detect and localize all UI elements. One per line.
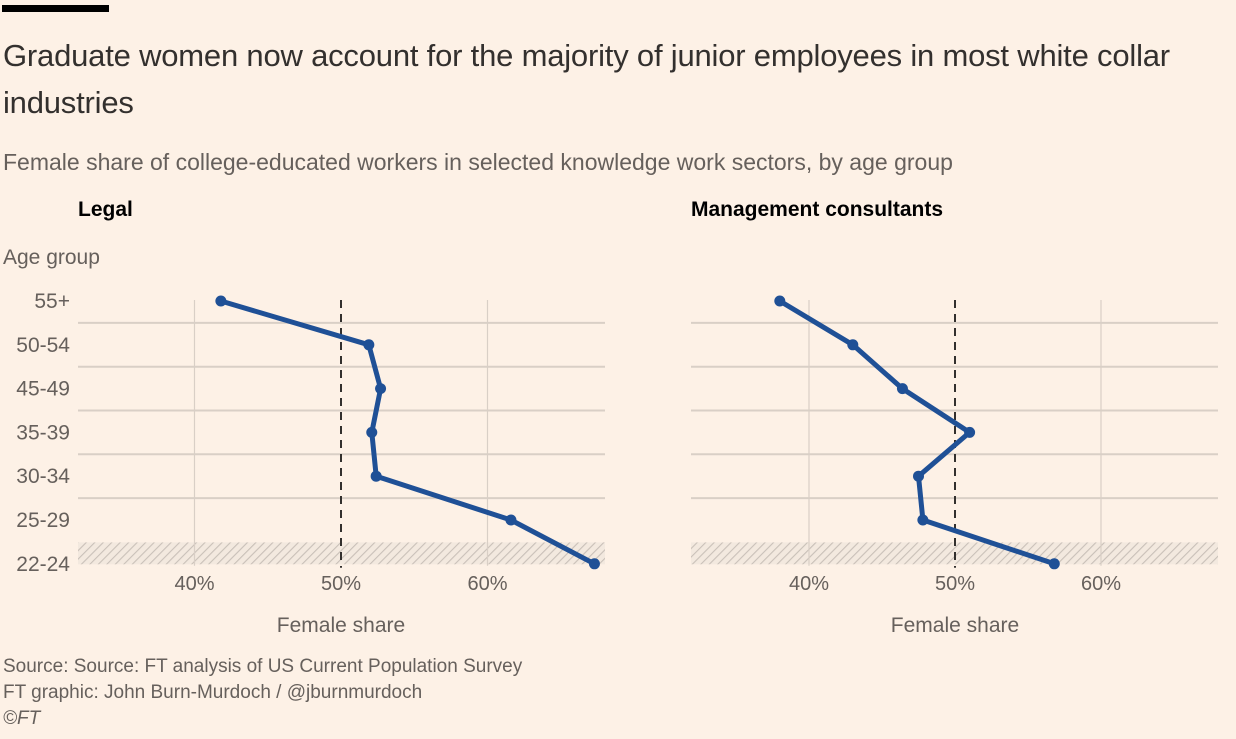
chart-title: Graduate women now account for the major… xyxy=(3,38,1170,120)
y-axis-title: Age group xyxy=(3,246,100,269)
data-point xyxy=(896,383,908,395)
footer: Source: Source: FT analysis of US Curren… xyxy=(3,654,522,732)
data-point xyxy=(964,426,976,438)
category-label: 50-54 xyxy=(16,334,70,357)
series-line xyxy=(777,298,1057,567)
data-point xyxy=(215,295,227,307)
chart-subtitle: Female share of college-educated workers… xyxy=(3,149,953,175)
ft-brand-bar xyxy=(2,5,109,12)
category-label: 25-29 xyxy=(16,509,70,532)
data-point xyxy=(917,514,929,526)
panel-title-legal: Legal xyxy=(78,198,133,221)
category-label: 45-49 xyxy=(16,378,70,401)
x-tick-label: 40% xyxy=(789,573,829,595)
data-point xyxy=(366,426,378,438)
category-label: 30-34 xyxy=(16,465,70,488)
data-point xyxy=(370,470,382,482)
panel-title-management-consultants: Management consultants xyxy=(691,198,944,221)
data-point xyxy=(847,339,859,351)
x-tick-label: 50% xyxy=(935,573,975,595)
data-point xyxy=(913,470,924,482)
data-point xyxy=(1048,558,1060,570)
category-label: 35-39 xyxy=(16,421,70,444)
copyright: ©FT xyxy=(3,708,41,729)
category-label: 55+ xyxy=(34,290,70,313)
x-axis-title: Female share xyxy=(891,614,1019,637)
source-note: Source: Source: FT analysis of US Curren… xyxy=(3,656,523,677)
x-tick-label: 50% xyxy=(321,573,361,595)
data-point xyxy=(363,339,375,351)
x-tick-label: 60% xyxy=(467,573,507,595)
x-tick-label: 40% xyxy=(174,573,214,595)
panel-legal: 40% 50% 60% Female share 55+ 50-54 45-49 35-39 3… xyxy=(16,290,605,637)
data-point xyxy=(375,383,387,395)
graphic-credit: FT graphic: John Burn-Murdoch / @jburnmu… xyxy=(3,682,423,703)
data-point xyxy=(588,558,600,570)
data-point xyxy=(774,295,786,307)
series-line xyxy=(218,298,597,567)
x-axis-title: Female share xyxy=(277,614,405,637)
panel-management-consultants: 40% 50% 60% Female share xyxy=(691,295,1218,637)
x-tick-label: 60% xyxy=(1081,573,1121,595)
category-label: 22-24 xyxy=(16,553,70,576)
data-point xyxy=(505,514,517,526)
